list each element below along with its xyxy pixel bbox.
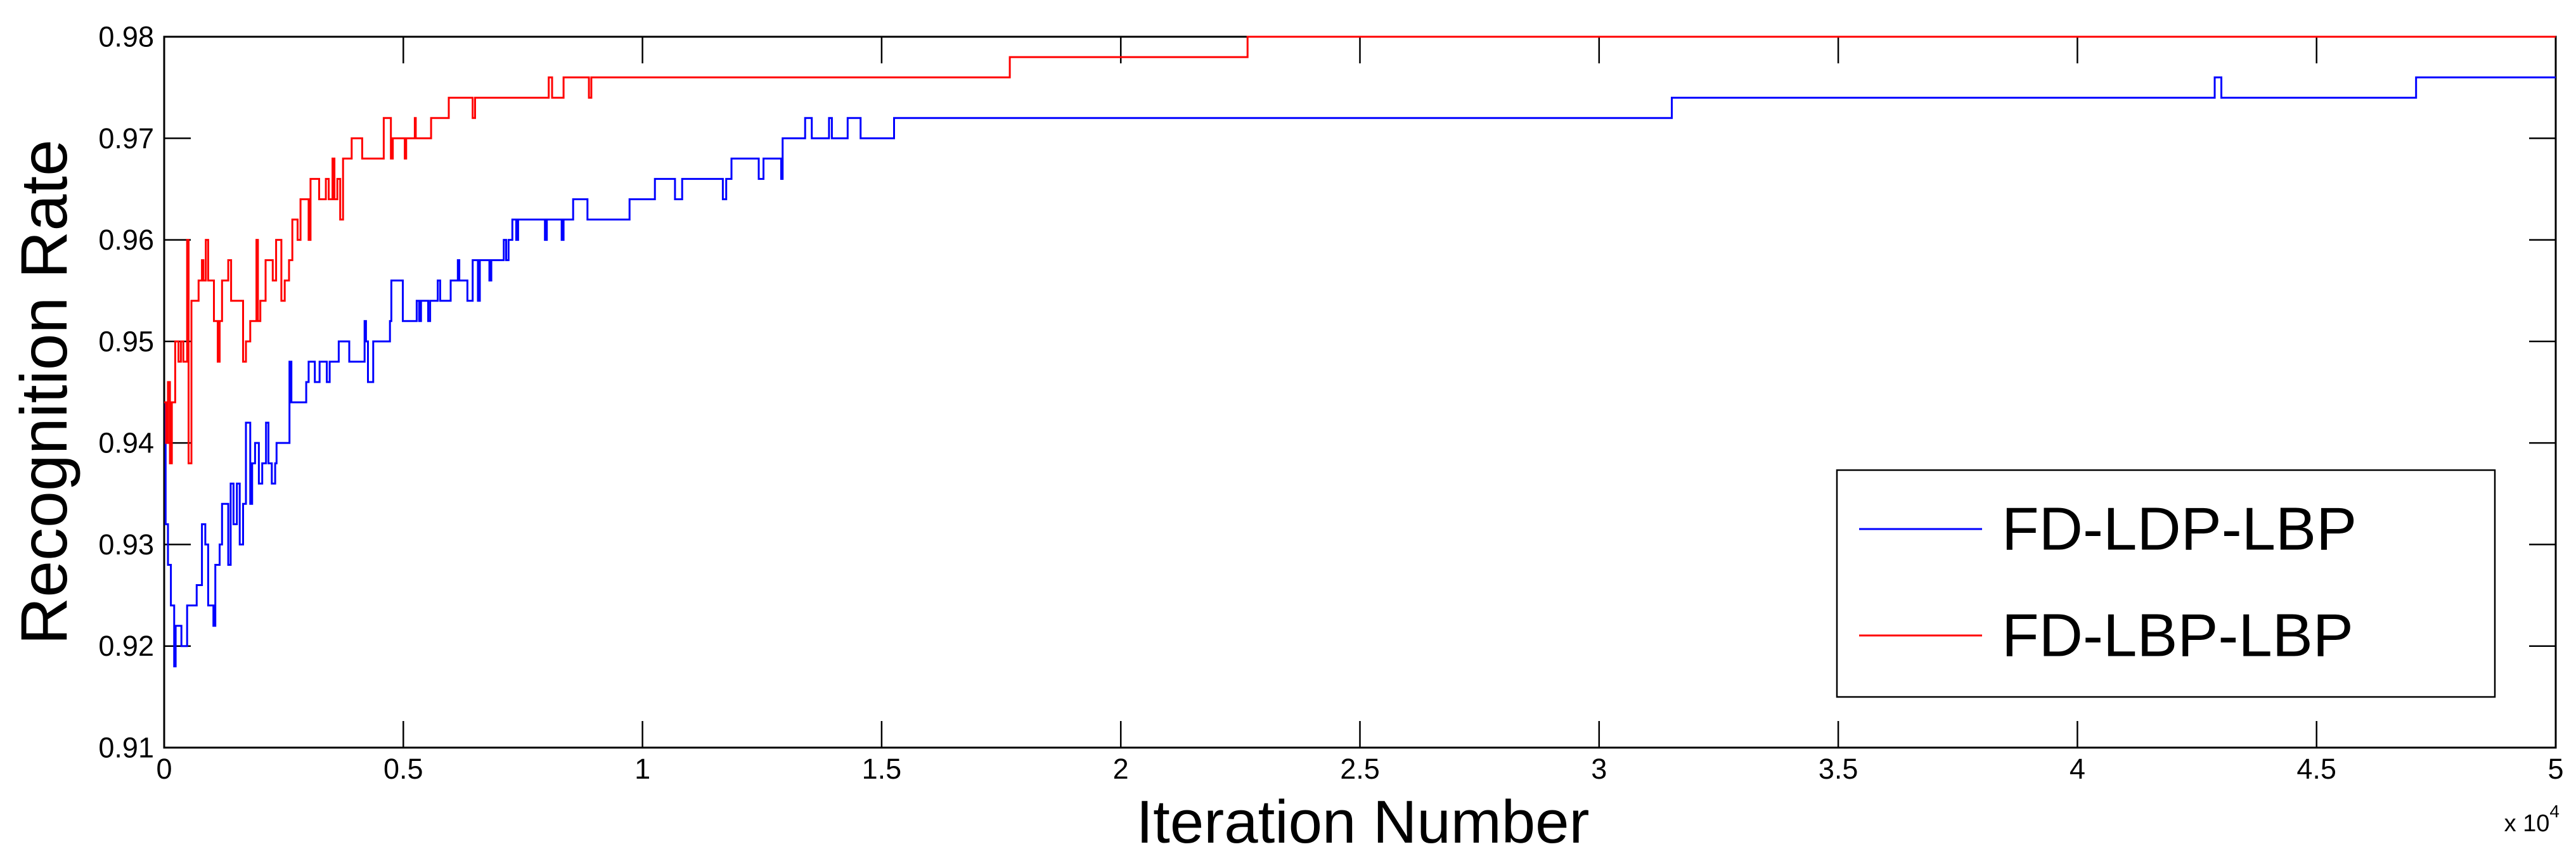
x-tick-label: 0 <box>156 753 172 785</box>
x-axis-multiplier: x 104 <box>2504 801 2560 837</box>
x-axis-multiplier-base: x 10 <box>2504 810 2550 837</box>
x-tick-label: 0.5 <box>383 753 423 785</box>
legend: FD-LDP-LBP FD-LBP-LBP <box>1836 469 2496 698</box>
x-axis-multiplier-exponent: 4 <box>2549 801 2560 821</box>
y-axis-title: Recognition Rate <box>8 139 81 645</box>
y-tick-label: 0.94 <box>98 427 154 459</box>
y-tick-label: 0.96 <box>98 224 154 256</box>
y-tick-label: 0.93 <box>98 528 154 561</box>
series-fd-ldp-lbp-line <box>164 76 2556 668</box>
x-tick-label: 2 <box>1113 753 1129 785</box>
x-tick-label: 1.5 <box>862 753 902 785</box>
legend-label-fd-ldp-lbp: FD-LDP-LBP <box>2002 495 2357 563</box>
legend-box <box>1836 469 2496 698</box>
legend-label-fd-lbp-lbp: FD-LBP-LBP <box>2002 602 2354 670</box>
axis-tick-labels: 0 0.5 1 1.5 2 2.5 3 3.5 4 4.5 5 0.91 0.92 0.93 0.94 0.9… <box>98 21 2563 785</box>
y-tick-label: 0.97 <box>98 122 154 155</box>
x-tick-label: 3 <box>1591 753 1607 785</box>
x-tick-label: 4.5 <box>2296 753 2336 785</box>
y-tick-label: 0.95 <box>98 325 154 357</box>
y-tick-label: 0.91 <box>98 732 154 764</box>
legend-sample-lines <box>1859 528 1982 637</box>
x-tick-label: 5 <box>2547 753 2563 785</box>
y-tick-label: 0.98 <box>98 21 154 53</box>
x-axis-title: Iteration Number <box>1137 788 1590 856</box>
series-lines <box>164 35 2556 668</box>
series-fd-lbp-lbp-line <box>164 35 2556 464</box>
x-tick-label: 2.5 <box>1340 753 1380 785</box>
x-tick-label: 1 <box>634 753 650 785</box>
x-tick-label: 3.5 <box>1819 753 1858 785</box>
x-tick-label: 4 <box>2070 753 2085 785</box>
y-tick-label: 0.92 <box>98 630 154 662</box>
